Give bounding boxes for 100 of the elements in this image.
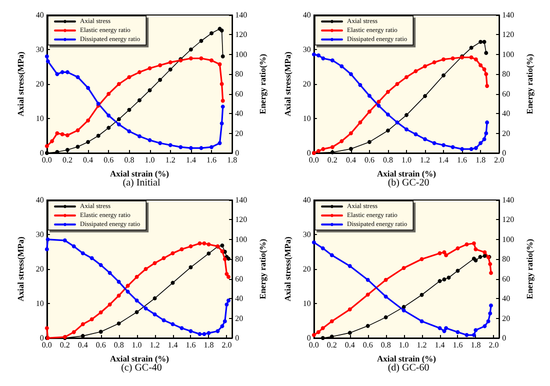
point [330, 58, 334, 62]
y2-tick-label: 140 [502, 10, 514, 20]
point [224, 272, 229, 276]
point [469, 55, 474, 60]
point [218, 62, 222, 66]
y2-axis-title: Energy ratio(%) [524, 238, 534, 300]
y-axis-title: Axial stress(MPa) [282, 236, 292, 302]
x-tick-label: 0.2 [327, 156, 338, 164]
x-tick-label: 0.8 [382, 156, 393, 164]
point [116, 117, 121, 122]
point [386, 128, 390, 133]
point [134, 274, 139, 279]
point [456, 268, 460, 273]
point [402, 308, 406, 312]
x-tick-label: 0.2 [326, 340, 337, 350]
point [469, 46, 474, 50]
point [210, 31, 214, 36]
point [138, 70, 142, 74]
point [366, 292, 370, 297]
point [80, 251, 85, 256]
y-tick-label: 30 [302, 45, 311, 54]
point [367, 140, 372, 144]
point [432, 60, 436, 64]
point [321, 56, 326, 60]
point [55, 131, 60, 136]
point [44, 326, 49, 330]
x-tick-label: 1.0 [402, 156, 412, 164]
point [444, 326, 448, 330]
point [158, 63, 162, 68]
point [444, 253, 448, 258]
point [55, 72, 60, 76]
point [358, 120, 362, 124]
point [226, 274, 231, 279]
point [474, 57, 478, 62]
point [442, 73, 446, 78]
x-tick-label: 1.2 [165, 156, 176, 164]
y-tick-label: 10 [302, 299, 311, 308]
point [320, 326, 325, 330]
point [127, 75, 132, 80]
y2-tick-label: 0 [235, 334, 240, 342]
x-tick-label: 2.0 [494, 156, 504, 164]
point [86, 140, 90, 144]
x-tick-label: 0.0 [42, 340, 52, 350]
point [366, 324, 370, 328]
y-tick-label: 20 [302, 264, 311, 274]
y2-tick-label: 40 [235, 294, 244, 304]
y2-tick-label: 60 [235, 89, 244, 98]
point [367, 110, 372, 114]
point [460, 147, 464, 152]
point [316, 330, 320, 334]
point [348, 264, 352, 268]
point [482, 254, 487, 258]
point [312, 333, 316, 338]
y2-axis-title: Energy ratio(%) [258, 54, 268, 114]
x-tick-label: 1.2 [150, 340, 160, 350]
point [486, 319, 490, 324]
y-tick-label: 40 [302, 196, 311, 204]
point [404, 75, 408, 80]
point [320, 336, 325, 340]
x-tick-label: 1.4 [438, 156, 449, 164]
x-tick-label: 2.0 [488, 340, 499, 350]
y-tick-label: 10 [36, 114, 44, 123]
point [162, 256, 166, 260]
y-tick-label: 40 [302, 10, 311, 20]
point [402, 266, 406, 270]
point [144, 306, 148, 310]
point [98, 330, 103, 334]
y2-tick-label: 0 [502, 148, 506, 158]
point [90, 317, 94, 322]
point [178, 145, 183, 150]
point [456, 246, 460, 250]
point [488, 262, 492, 266]
point [180, 326, 184, 330]
point [404, 127, 408, 132]
point [199, 56, 204, 60]
x-tick-label: 0.4 [344, 340, 355, 350]
point [126, 284, 130, 288]
point [222, 319, 227, 324]
x-axis-title: Axial strain (%) [110, 353, 170, 364]
point [170, 280, 175, 285]
point [478, 40, 483, 44]
y-axis-title: Axial stress(MPa) [282, 51, 292, 116]
point [72, 330, 76, 334]
y2-tick-label: 20 [235, 128, 244, 138]
point [376, 100, 381, 104]
point [108, 270, 112, 275]
x-tick-label: 0.6 [362, 340, 373, 350]
point [386, 112, 390, 117]
point [438, 279, 442, 284]
point [423, 64, 428, 68]
point [420, 319, 424, 324]
y2-tick-label: 40 [502, 109, 510, 118]
point [464, 333, 469, 338]
point [210, 145, 214, 150]
point [138, 134, 142, 138]
text: (a) Initial [122, 178, 160, 188]
y2-tick-label: 80 [502, 70, 510, 79]
point [218, 141, 222, 146]
x-tick-label: 1.4 [434, 340, 445, 350]
point [464, 242, 469, 246]
